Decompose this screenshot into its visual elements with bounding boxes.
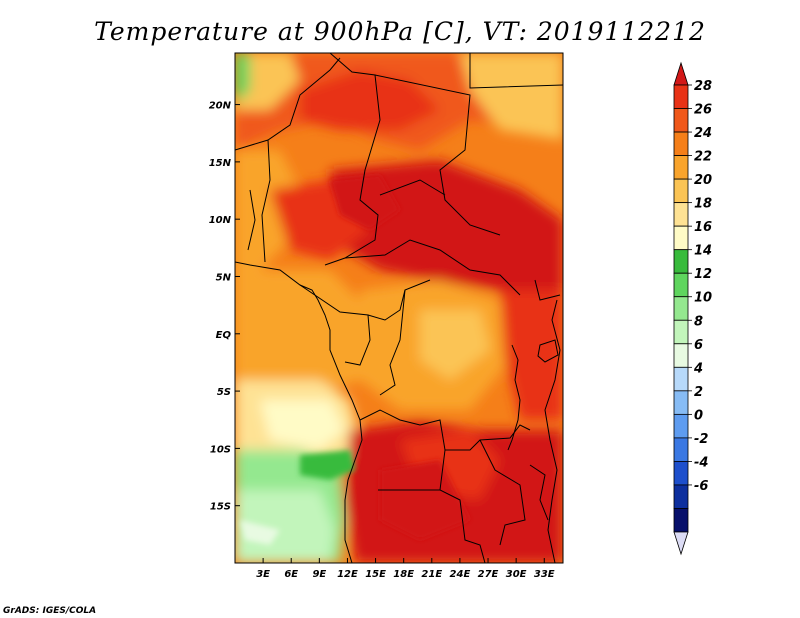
colorbar-box: [673, 296, 689, 321]
y-tick-label: 20N: [209, 101, 232, 112]
colorbar-bottom-arrow: [673, 531, 689, 556]
colorbar-box: [673, 155, 689, 180]
colorbar-label: 8: [694, 314, 703, 329]
colorbar-label: 14: [694, 244, 712, 259]
colorbar-box: [673, 366, 689, 392]
colorbar-box: [673, 413, 689, 439]
x-tick-label: 3E: [256, 569, 270, 580]
x-tick-label: 18E: [393, 569, 414, 580]
colorbar-label: -2: [694, 432, 708, 447]
credit-label: GrADS: IGES/COLA: [3, 606, 96, 616]
y-tick-label: 10N: [209, 215, 232, 226]
x-axis: 3E 6E 9E 12E 15E 18E 21E 24E 27E 30E 33E: [256, 558, 555, 580]
colorbar-box: [673, 108, 689, 133]
colorbar-box: [673, 178, 689, 204]
colorbar-box: [673, 437, 689, 462]
colorbar-label: 4: [693, 361, 703, 376]
y-axis: 20N 15N 10N 5N EQ 5S 10S 15S: [209, 101, 240, 513]
colorbar-label: 24: [694, 126, 712, 141]
colorbar-box: [673, 390, 689, 415]
x-tick-label: 15E: [365, 569, 386, 580]
colorbar-box: [673, 225, 689, 251]
colorbar-box: [673, 249, 689, 274]
x-tick-label: 12E: [337, 569, 358, 580]
x-tick-label: 27E: [478, 569, 499, 580]
colorbar-label: 12: [694, 267, 712, 282]
colorbar-box: [673, 343, 689, 368]
colorbar-label: 10: [694, 291, 712, 306]
y-tick-label: EQ: [216, 330, 232, 341]
colorbar-box: [673, 484, 689, 509]
colorbar-label: 2: [694, 385, 703, 400]
colorbar-label: 28: [694, 79, 712, 94]
colorbar-label: 22: [694, 150, 712, 165]
colorbar-label: -4: [694, 455, 708, 470]
y-tick-label: 5S: [217, 387, 231, 398]
x-tick-label: 33E: [534, 569, 555, 580]
colorbar-label: 0: [694, 408, 703, 423]
colorbar-box: [673, 272, 689, 298]
colorbar-box: [673, 508, 689, 533]
chart-title: Temperature at 900hPa [C], VT: 201911221…: [94, 17, 706, 46]
x-tick-label: 24E: [450, 569, 471, 580]
y-tick-label: 10S: [210, 444, 231, 455]
colorbar-top-arrow: [673, 61, 689, 86]
colorbar-label: 6: [694, 338, 703, 353]
y-tick-label: 5N: [216, 272, 232, 283]
colorbar-label: 18: [694, 197, 712, 212]
y-tick-label: 15S: [210, 502, 231, 513]
map-borders: [235, 53, 563, 563]
colorbar-box: [673, 319, 689, 345]
x-tick-label: 21E: [421, 569, 442, 580]
x-tick-label: 30E: [506, 569, 527, 580]
colorbar-box: [673, 202, 689, 227]
colorbar-box: [673, 131, 689, 156]
colorbar-box: [673, 461, 689, 486]
colorbar-label: -6: [694, 479, 708, 494]
x-tick-label: 9E: [312, 569, 326, 580]
colorbar-label: 26: [694, 103, 712, 118]
temperature-map: [235, 53, 563, 563]
colorbar-box: [673, 84, 689, 109]
colorbar-label: 20: [694, 173, 712, 188]
x-tick-label: 6E: [284, 569, 298, 580]
y-tick-label: 15N: [209, 158, 232, 169]
colorbar-label: 16: [694, 220, 712, 235]
plot-frame: [234, 52, 564, 564]
